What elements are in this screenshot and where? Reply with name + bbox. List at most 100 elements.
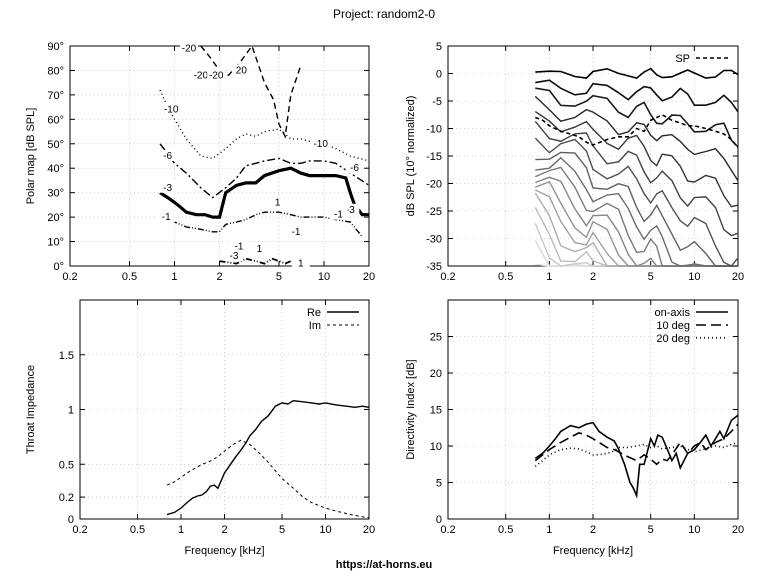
polar-map-contour-label-bg — [158, 150, 177, 161]
normalized-spl-polar-curve — [535, 151, 738, 267]
polar-map-x-tick-label: 0.5 — [122, 271, 137, 283]
polar-map-y-axis-label: Polar map [dB SPL] — [25, 108, 37, 205]
directivity-index-x-tick-label: 1 — [546, 524, 552, 536]
throat-impedance-legend-label: Im — [309, 320, 321, 332]
polar-map-contour-label-bg — [287, 225, 306, 237]
polar-map-y-tick-label: 40° — [47, 163, 64, 175]
polar-map-series--3 — [159, 166, 369, 219]
normalized-spl-polar-curve — [535, 79, 739, 113]
normalized-spl-x-tick-label: 2 — [590, 271, 596, 283]
polar-map-panel: 0.2 0.5 1 2 5 10 20 0° 10° 20° 30° 40° 50° 60° 70° 80° 9… — [25, 41, 375, 283]
directivity-index-x-tick-label: 0.2 — [440, 524, 455, 536]
throat-impedance-legend-label: Re — [307, 307, 321, 319]
polar-map-contour-label-bg — [179, 42, 198, 54]
normalized-spl-x-tick-label: 20 — [732, 271, 744, 283]
polar-map-contour-label-bg — [191, 69, 210, 81]
normalized-spl-y-tick-label: -20 — [426, 179, 442, 191]
polar-map-contour-label: -20 — [209, 70, 224, 81]
polar-map-x-tick-label: 10 — [318, 271, 330, 283]
polar-map-y-tick-label: 90° — [47, 41, 64, 53]
throat-impedance-y-tick-label: 0.5 — [59, 459, 74, 471]
directivity-index-x-axis-label: Frequency [kHz] — [553, 545, 633, 557]
throat-impedance-x-tick-label: 10 — [319, 524, 331, 536]
polar-map-contour-label: -3 — [346, 205, 355, 216]
polar-map-contour-label: 1 — [298, 259, 304, 270]
throat-impedance-y-tick-label: 0.2 — [59, 492, 74, 504]
normalized-spl-y-tick-label: -30 — [426, 234, 442, 246]
normalized-spl-y-tick-label: -25 — [426, 206, 442, 218]
polar-map-contour-label: 1 — [257, 244, 263, 255]
normalized-spl-polar-curve — [535, 180, 738, 267]
normalized-spl-y-axis-label: dB SPL (10° normalized) — [405, 96, 417, 217]
polar-map-contour-label: -1 — [292, 227, 301, 238]
polar-map-series--10 — [159, 89, 370, 162]
polar-map-y-tick-label: 10° — [47, 237, 64, 249]
directivity-index-y-tick-label: 25 — [430, 332, 442, 344]
polar-map-contour-label: -1 — [235, 241, 244, 252]
directivity-index-y-axis-label: Directivity Index [dB] — [405, 359, 417, 459]
normalized-spl-sp-line — [535, 113, 739, 149]
throat-impedance-x-tick-label: 5 — [279, 524, 285, 536]
polar-map-contour-label: -6 — [350, 163, 359, 174]
normalized-spl-y-tick-label: -5 — [432, 96, 442, 108]
polar-map-contour-label: 20 — [236, 65, 248, 76]
throat-impedance-y-axis-label: Throat Impedance — [25, 365, 37, 454]
directivity-index-y-tick-label: 0 — [436, 514, 442, 526]
throat-impedance-x-tick-label: 2 — [221, 524, 227, 536]
polar-map-contour-label: -1 — [162, 212, 171, 223]
directivity-index-legend-label: 10 deg — [656, 320, 690, 332]
directivity-index-x-tick-label: 20 — [732, 524, 744, 536]
polar-map-contour-label: -20 — [182, 43, 197, 54]
normalized-spl-y-tick-label: 5 — [436, 41, 442, 53]
throat-impedance-y-tick-label: 1.5 — [59, 350, 74, 362]
normalized-spl-x-tick-label: 0.5 — [498, 271, 513, 283]
normalized-spl-polar-curve — [535, 67, 739, 79]
throat-impedance-x-tick-label: 20 — [363, 524, 375, 536]
normalized-spl-polar-curve — [535, 166, 738, 267]
polar-map-y-tick-label: 20° — [47, 212, 64, 224]
polar-map-contour-label: -1 — [334, 210, 343, 221]
normalized-spl-polar-curve — [534, 137, 739, 267]
directivity-index-y-tick-label: 20 — [430, 368, 442, 380]
polar-map-contour-label-bg — [229, 240, 248, 252]
normalized-spl-polar-curve — [534, 120, 739, 237]
throat-impedance-series-re — [166, 399, 370, 516]
directivity-index-series-10-deg — [534, 423, 739, 466]
throat-impedance-x-axis-label: Frequency [kHz] — [184, 545, 264, 557]
directivity-index-y-tick-label: 15 — [430, 405, 442, 417]
polar-map-x-tick-label: 0.2 — [62, 271, 77, 283]
polar-map-contour-label-bg — [345, 162, 364, 174]
polar-map-y-tick-label: 0° — [53, 261, 64, 273]
normalized-spl-y-tick-label: -10 — [426, 124, 442, 136]
polar-map-contour-label-bg — [157, 211, 176, 223]
directivity-index-y-tick-label: 10 — [430, 441, 442, 453]
polar-map-contour-label: -6 — [163, 151, 172, 162]
throat-impedance-y-tick-label: 0 — [68, 514, 74, 526]
normalized-spl-polar-curve — [534, 207, 738, 267]
polar-map-contour-label: -20 — [194, 70, 209, 81]
footer-url: https://at-horns.eu — [336, 559, 433, 571]
directivity-index-x-tick-label: 0.5 — [498, 524, 513, 536]
normalized-spl-polar-curve — [535, 156, 738, 267]
polar-map-x-tick-label: 2 — [216, 271, 222, 283]
polar-map-y-tick-label: 30° — [47, 188, 64, 200]
polar-map-contour-label-bg — [232, 64, 251, 76]
normalized-spl-x-tick-label: 1 — [546, 271, 552, 283]
polar-map-contour-label-bg — [291, 257, 310, 269]
polar-map-x-tick-label: 20 — [363, 271, 375, 283]
polar-map-series--1-lower- — [219, 257, 310, 267]
directivity-index-x-tick-label: 2 — [590, 524, 596, 536]
directivity-index-series-on-axis — [534, 414, 739, 499]
polar-map-contour-label-bg — [341, 203, 360, 215]
polar-map-contour-label-bg — [158, 181, 177, 193]
normalized-spl-y-tick-label: -35 — [426, 261, 442, 273]
throat-impedance-series-im — [166, 439, 370, 519]
figure-title: Project: random2-0 — [333, 7, 435, 21]
throat-impedance-x-tick-label: 0.5 — [130, 524, 145, 536]
directivity-index-legend-label: on-axis — [655, 307, 691, 319]
polar-map-series--6 — [159, 143, 370, 199]
polar-map-series--1 — [159, 211, 363, 238]
